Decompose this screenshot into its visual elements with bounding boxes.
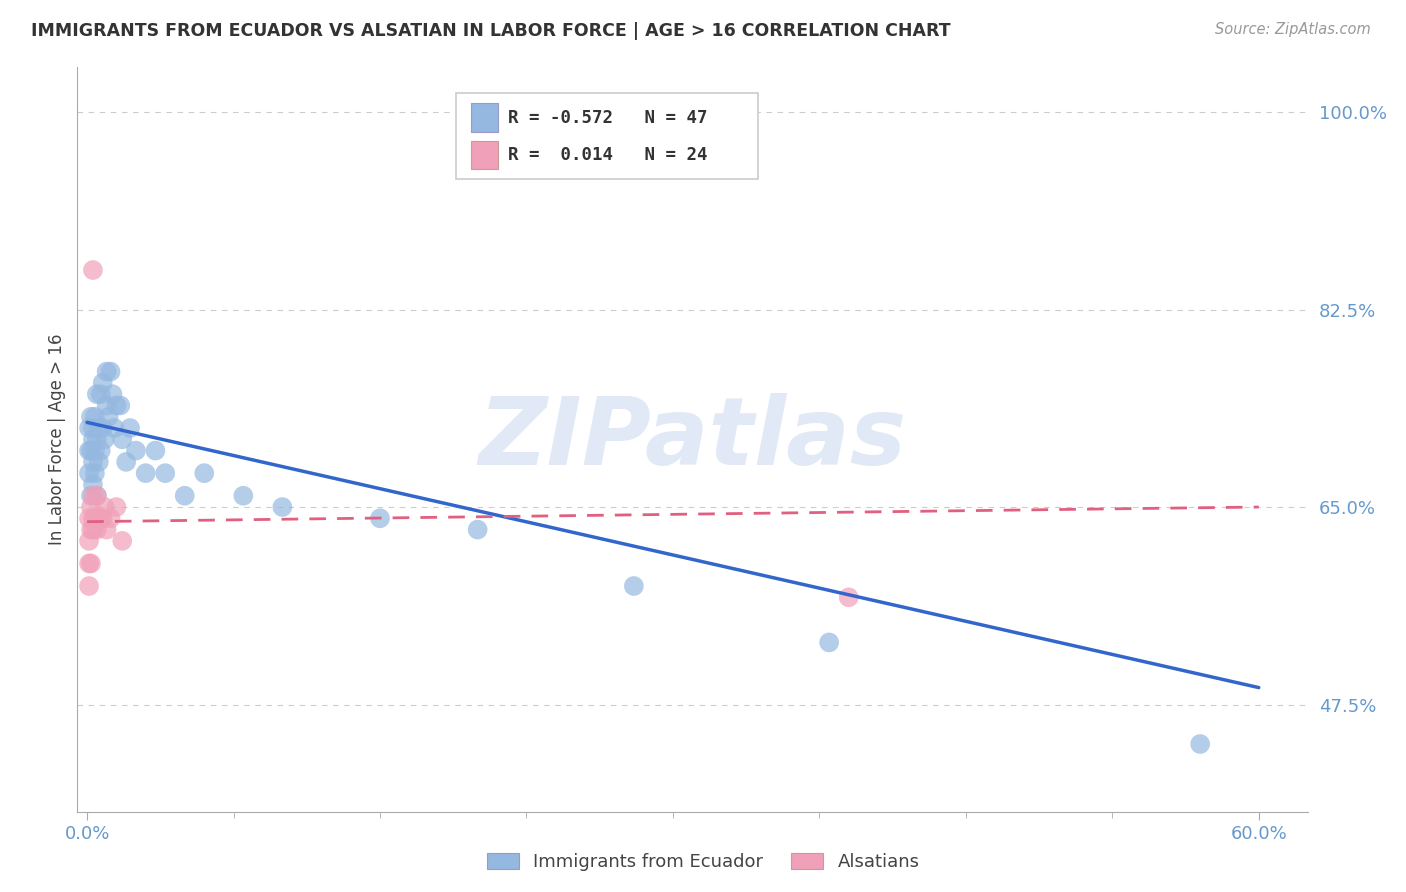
Point — [93, 433, 115, 447]
Point — [82, 523, 104, 537]
Point — [90, 511, 112, 525]
Point — [80, 443, 103, 458]
Point — [105, 399, 128, 413]
Point — [86, 387, 108, 401]
Point — [105, 500, 128, 514]
Point — [77, 443, 100, 458]
Text: Source: ZipAtlas.com: Source: ZipAtlas.com — [1215, 22, 1371, 37]
Point — [97, 409, 120, 424]
Point — [818, 635, 841, 649]
Point — [193, 466, 215, 480]
Point — [103, 421, 125, 435]
Point — [77, 533, 100, 548]
Point — [82, 455, 104, 469]
Point — [84, 511, 107, 525]
Point — [86, 523, 108, 537]
Point — [838, 591, 860, 605]
Point — [623, 579, 645, 593]
Point — [111, 533, 134, 548]
Point — [87, 511, 110, 525]
Text: ZIPatlas: ZIPatlas — [478, 393, 907, 485]
Point — [82, 477, 104, 491]
Point — [84, 466, 107, 480]
Point — [82, 489, 104, 503]
Point — [82, 421, 104, 435]
Point — [91, 376, 114, 390]
Point — [84, 409, 107, 424]
Point — [77, 421, 100, 435]
FancyBboxPatch shape — [457, 93, 758, 178]
Point — [120, 421, 141, 435]
Point — [80, 557, 103, 571]
Point — [91, 511, 114, 525]
Point — [90, 443, 112, 458]
Point — [86, 489, 108, 503]
Point — [82, 511, 104, 525]
Point — [115, 455, 138, 469]
Point — [271, 500, 294, 514]
Point — [84, 443, 107, 458]
Point — [80, 489, 103, 503]
Point — [173, 489, 195, 503]
FancyBboxPatch shape — [471, 103, 498, 132]
Legend: Immigrants from Ecuador, Alsatians: Immigrants from Ecuador, Alsatians — [479, 846, 927, 879]
Point — [77, 579, 100, 593]
Point — [100, 365, 122, 379]
Point — [111, 433, 134, 447]
Point — [86, 433, 108, 447]
Point — [77, 466, 100, 480]
Point — [84, 511, 107, 525]
Point — [232, 489, 254, 503]
Y-axis label: In Labor Force | Age > 16: In Labor Force | Age > 16 — [48, 334, 66, 545]
Point — [135, 466, 157, 480]
Point — [93, 500, 115, 514]
Point — [145, 443, 167, 458]
Point — [368, 511, 391, 525]
Point — [125, 443, 148, 458]
Point — [87, 421, 110, 435]
Point — [77, 511, 100, 525]
Point — [77, 557, 100, 571]
Point — [90, 387, 112, 401]
Point — [86, 489, 108, 503]
Point — [96, 399, 118, 413]
Text: R = -0.572   N = 47: R = -0.572 N = 47 — [508, 109, 707, 127]
Point — [96, 365, 118, 379]
FancyBboxPatch shape — [471, 141, 498, 169]
Point — [80, 500, 103, 514]
Point — [155, 466, 177, 480]
Text: IMMIGRANTS FROM ECUADOR VS ALSATIAN IN LABOR FORCE | AGE > 16 CORRELATION CHART: IMMIGRANTS FROM ECUADOR VS ALSATIAN IN L… — [31, 22, 950, 40]
Point — [100, 511, 122, 525]
Point — [87, 455, 110, 469]
Point — [110, 399, 132, 413]
Point — [96, 523, 118, 537]
Point — [82, 433, 104, 447]
Point — [467, 523, 489, 537]
Point — [80, 523, 103, 537]
Text: R =  0.014   N = 24: R = 0.014 N = 24 — [508, 145, 707, 164]
Point — [101, 387, 124, 401]
Point — [91, 421, 114, 435]
Point — [80, 409, 103, 424]
Point — [1189, 737, 1212, 751]
Point — [82, 263, 104, 277]
